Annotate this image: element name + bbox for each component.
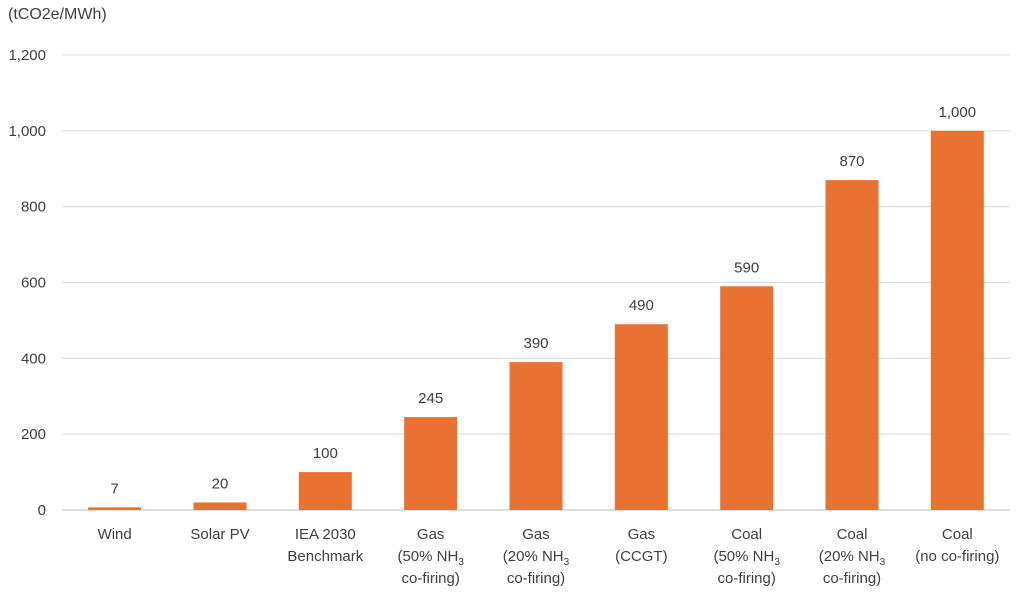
bar [88, 507, 142, 510]
x-tick-label: co-firing) [401, 570, 459, 587]
x-tick-label: Benchmark [287, 548, 363, 565]
data-label: 100 [313, 445, 338, 462]
y-tick-label: 0 [38, 502, 46, 519]
x-tick-label: co-firing) [717, 570, 775, 587]
bar [930, 130, 984, 511]
data-labels: 7 20 100 245 390 490 590 870 1,000 [110, 104, 976, 498]
x-tick-label: Solar PV [190, 526, 249, 543]
x-tick-label: Coal [837, 526, 868, 543]
x-tick-label: (20% NH3 [503, 548, 570, 568]
data-label: 7 [110, 480, 118, 497]
y-tick-label: 1,200 [8, 47, 46, 64]
data-label: 20 [212, 475, 229, 492]
y-tick-label: 200 [21, 426, 46, 443]
bars [88, 130, 984, 511]
data-label: 245 [418, 390, 443, 407]
data-label: 870 [839, 153, 864, 170]
y-tick-label: 1,000 [8, 123, 46, 140]
data-label: 590 [734, 259, 759, 276]
data-label: 490 [629, 297, 654, 314]
x-tick-label: (50% NH3 [397, 548, 464, 568]
x-tick-label: Wind [98, 526, 132, 543]
x-tick-label: (no co-firing) [915, 548, 999, 565]
y-tick-label: 800 [21, 199, 46, 216]
data-label: 1,000 [939, 104, 977, 121]
x-tick-label: co-firing) [507, 570, 565, 587]
x-tick-label: Gas [417, 526, 445, 543]
bar [509, 362, 563, 510]
bar [825, 180, 879, 510]
x-axis-category-labels: Wind Solar PV IEA 2030 Benchmark Gas (50% NH3… [98, 526, 1000, 587]
x-tick-label: (50% NH3 [713, 548, 780, 568]
y-tick-label: 600 [21, 275, 46, 292]
data-label: 390 [523, 335, 548, 352]
x-tick-label: Gas [522, 526, 550, 543]
x-tick-label: co-firing) [823, 570, 881, 587]
x-tick-label: Gas [628, 526, 656, 543]
bar [298, 472, 352, 510]
y-axis-unit-label: (tCO2e/MWh) [8, 6, 107, 23]
bar [404, 417, 458, 510]
y-tick-label: 400 [21, 350, 46, 367]
x-tick-label: Coal [942, 526, 973, 543]
bar [720, 286, 774, 510]
x-tick-label: (CCGT) [615, 548, 668, 565]
x-tick-label: (20% NH3 [819, 548, 886, 568]
x-tick-label: IEA 2030 [295, 526, 356, 543]
x-tick-label: Coal [731, 526, 762, 543]
y-axis-ticks: 0 200 400 600 800 1,000 1,200 [8, 47, 46, 519]
bar [614, 324, 668, 510]
bar [193, 502, 247, 510]
